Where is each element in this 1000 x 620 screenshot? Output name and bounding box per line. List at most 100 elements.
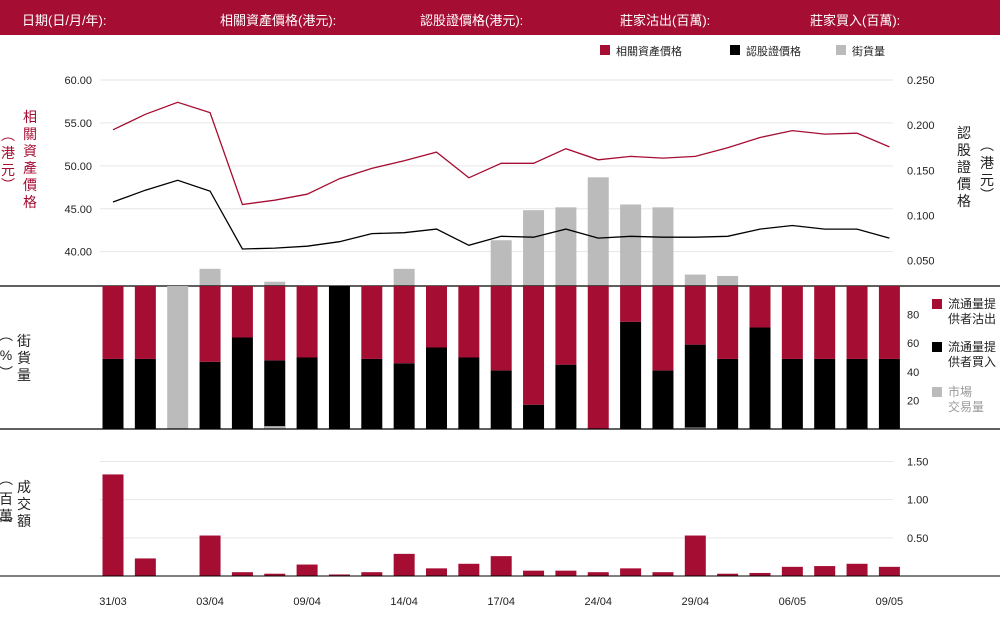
x-tick-label: 03/04	[196, 596, 224, 608]
turnover-bar	[426, 568, 447, 576]
x-tick-label: 09/05	[876, 596, 904, 608]
mm-sell-bar	[717, 286, 739, 359]
x-tick-label: 31/03	[99, 596, 127, 608]
mm-buy-bar	[652, 370, 674, 429]
pct-axis-title: 街貨量	[17, 333, 31, 383]
turnover-bar	[652, 572, 674, 576]
svg-text:港: 港	[980, 155, 994, 171]
turnover-bar	[749, 572, 771, 576]
turnover-bar	[458, 563, 480, 576]
svg-text:產: 產	[23, 160, 37, 176]
turnover-bar	[296, 564, 318, 576]
mm-buy-bar	[458, 357, 480, 429]
svg-text:︵: ︵	[1, 127, 15, 143]
mm-buy-bar	[328, 286, 350, 429]
turnover-bar	[814, 566, 836, 576]
turnover-bar	[490, 556, 512, 576]
mm-sell-bar	[878, 286, 900, 359]
right-axis-unit-open: ︵	[980, 137, 994, 153]
turnover-bar	[328, 574, 350, 576]
svg-text:︶: ︶	[0, 365, 13, 381]
turnover-bar	[555, 570, 577, 576]
left-axis-unit-close: ︶	[1, 177, 15, 193]
legend-label: 街貨量	[852, 44, 885, 58]
right-tick-label: 0.050	[907, 256, 935, 268]
x-tick-label: 17/04	[487, 596, 515, 608]
mm-sell-bar	[490, 286, 512, 371]
svg-text:證: 證	[957, 159, 971, 175]
turnover-bar	[684, 535, 706, 576]
svg-text:元: 元	[980, 172, 994, 188]
mm-sell-bar	[264, 286, 286, 361]
turnover-bar	[199, 535, 221, 576]
right-tick-label: 0.250	[907, 75, 935, 87]
mm-buy-bar	[781, 358, 803, 429]
legend-swatch	[600, 45, 610, 55]
svg-text:貨: 貨	[17, 350, 31, 366]
mm-buy-bar	[684, 344, 706, 429]
date-label: 日期(日/月/年):	[22, 13, 107, 28]
right-axis-unit-close: ︶	[980, 187, 994, 203]
turnover-bar	[523, 570, 545, 576]
left-tick-label: 50.00	[64, 161, 92, 173]
market-volume-bar	[167, 286, 189, 429]
turnover-bar	[231, 572, 253, 576]
x-tick-label: 06/05	[779, 596, 807, 608]
x-tick-label: 29/04	[682, 596, 710, 608]
info-header: 日期(日/月/年): 相關資產價格(港元): 認股證價格(港元): 莊家沽出(百…	[0, 0, 1000, 35]
warrant-price-label: 認股證價格(港元):	[420, 13, 524, 28]
left-axis-unit: 港元	[1, 145, 15, 178]
svg-text:港: 港	[1, 145, 15, 161]
pct-axis-unit: %	[0, 347, 12, 363]
turnover-tick-label: 1.50	[907, 456, 928, 468]
x-tick-label: 14/04	[390, 596, 418, 608]
left-tick-label: 45.00	[64, 204, 92, 216]
outstanding-bar	[523, 210, 545, 286]
svg-text:認: 認	[957, 125, 971, 141]
mm-sell-bar	[102, 286, 124, 359]
turnover-bar	[717, 573, 739, 576]
svg-text:額: 額	[17, 513, 31, 529]
mm-sell-bar	[361, 286, 383, 359]
mm-sell-bar	[620, 286, 642, 322]
mm-buy-label: 莊家買入(百萬):	[810, 13, 901, 28]
turnover-bar	[264, 573, 286, 576]
pct-axis-unit-open: ︵	[0, 327, 13, 343]
svg-text:街: 街	[17, 333, 31, 349]
turnover-tick-label: 1.00	[907, 495, 928, 507]
mm-buy-bar	[393, 363, 415, 429]
pct-tick-label: 20	[907, 395, 919, 407]
mm-buy-bar	[523, 404, 545, 429]
mm-sell-bar	[199, 286, 221, 362]
stack-legend-label: 供者沽出	[948, 312, 996, 326]
asset-price-line	[112, 101, 890, 206]
mm-sell-bar	[652, 286, 674, 371]
turnover-bar	[620, 568, 642, 576]
svg-text:%: %	[0, 347, 12, 363]
left-axis-title: 相關資產價格	[23, 109, 37, 210]
mm-sell-bar	[684, 286, 706, 345]
stack-legend-label: 交易量	[948, 399, 984, 414]
warrant-price-line	[112, 179, 890, 250]
svg-text:︶: ︶	[1, 177, 15, 193]
svg-text:百: 百	[0, 491, 13, 507]
mm-buy-bar	[426, 347, 447, 429]
mm-buy-bar	[102, 358, 124, 429]
mm-buy-bar	[231, 337, 253, 429]
svg-text:量: 量	[17, 367, 31, 383]
turnover-axis-unit-open: ︵	[0, 471, 13, 487]
svg-text:格: 格	[23, 194, 37, 210]
market-volume-bar	[264, 426, 286, 429]
svg-text:關: 關	[23, 126, 37, 142]
mm-buy-bar	[749, 327, 771, 429]
mm-sell-bar	[296, 286, 318, 358]
stack-legend-label: 供者買入	[948, 355, 996, 369]
outstanding-bar	[490, 240, 512, 286]
stack-legend-swatch	[932, 342, 942, 352]
stack-legend-swatch	[932, 299, 942, 309]
svg-text:︶: ︶	[980, 187, 994, 203]
mm-buy-bar	[361, 358, 383, 429]
right-tick-label: 0.150	[907, 165, 935, 177]
svg-text:萬: 萬	[0, 508, 13, 524]
